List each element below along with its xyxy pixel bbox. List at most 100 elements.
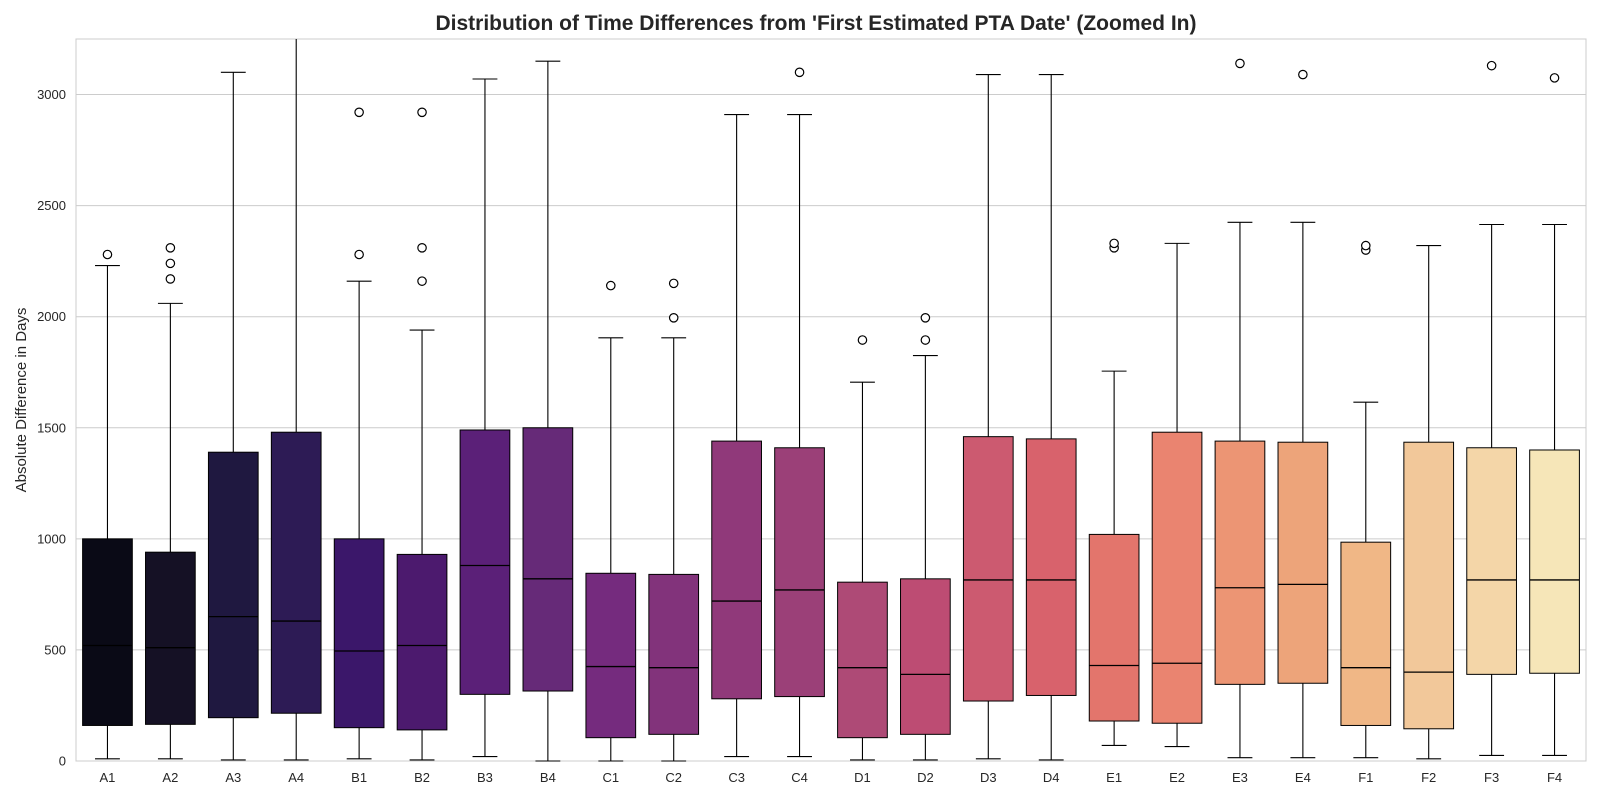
box-A4	[270, 39, 322, 761]
outlier-point	[417, 243, 427, 253]
outlier-point	[668, 313, 679, 323]
iqr-box	[1088, 533, 1140, 722]
box-D3	[962, 73, 1014, 760]
iqr-box	[333, 538, 385, 729]
x-tick-label: D3	[980, 770, 997, 785]
x-tick-label: C3	[728, 770, 745, 785]
box-A3	[207, 71, 259, 761]
x-tick-label: D2	[917, 770, 934, 785]
iqr-box	[648, 573, 700, 735]
y-tick-label: 1500	[37, 420, 66, 435]
outlier-point	[920, 335, 931, 345]
iqr-box	[585, 572, 637, 739]
iqr-box	[270, 431, 322, 714]
x-tick-label: B1	[351, 770, 367, 785]
box-D4	[1025, 73, 1077, 761]
outlier-point	[165, 258, 176, 269]
outlier-point	[1109, 238, 1119, 249]
x-tick-label: F2	[1421, 770, 1436, 785]
x-tick-label: C2	[665, 770, 682, 785]
iqr-box	[82, 538, 133, 726]
y-tick-label: 1000	[37, 531, 66, 546]
outlier-point	[417, 276, 427, 286]
x-tick-label: A3	[225, 770, 241, 785]
outlier-point	[354, 249, 364, 260]
iqr-box	[1529, 449, 1580, 674]
outlier-point	[165, 243, 176, 253]
x-tick-label: E3	[1232, 770, 1248, 785]
box-A2	[145, 243, 196, 760]
y-tick-label: 2500	[37, 198, 66, 213]
iqr-box	[1025, 438, 1077, 696]
iqr-box	[459, 429, 511, 695]
iqr-box	[837, 581, 888, 739]
y-axis-label: Absolute Difference in Days	[13, 308, 30, 493]
iqr-box	[962, 436, 1014, 702]
iqr-box	[145, 551, 196, 725]
box-C1	[585, 280, 637, 762]
outlier-point	[1549, 73, 1560, 83]
plot-frame	[75, 38, 1587, 762]
box-E1	[1088, 238, 1140, 746]
outlier-point	[668, 278, 679, 289]
iqr-box	[1466, 447, 1517, 675]
iqr-box	[1277, 441, 1329, 684]
box-C2	[648, 278, 700, 762]
x-tick-label: A1	[100, 770, 116, 785]
outlier-point	[920, 313, 931, 323]
x-tick-label: B2	[414, 770, 430, 785]
y-tick-label: 3000	[37, 87, 66, 102]
box-F3	[1466, 60, 1517, 756]
x-tick-label: E2	[1169, 770, 1185, 785]
outlier-point	[794, 67, 805, 78]
x-tick-label: B3	[477, 770, 493, 785]
grid-lines	[76, 94, 1586, 762]
x-tick-label: C4	[791, 770, 808, 785]
box-A1	[82, 249, 133, 760]
x-tick-label: F3	[1484, 770, 1499, 785]
outlier-point	[857, 335, 868, 345]
y-tick-label: 2000	[37, 309, 66, 324]
box-B1	[333, 107, 385, 760]
iqr-box	[711, 440, 762, 700]
y-tick-label: 0	[59, 754, 66, 769]
box-series	[82, 39, 1580, 762]
box-B3	[459, 78, 511, 758]
iqr-box	[1340, 541, 1392, 726]
outlier-point	[1298, 69, 1308, 80]
outlier-point	[354, 107, 364, 118]
outlier-point	[417, 107, 427, 118]
iqr-box	[1151, 431, 1203, 724]
outlier-point	[165, 274, 176, 284]
box-D1	[837, 335, 888, 761]
x-tick-label: E4	[1295, 770, 1311, 785]
y-tick-label: 500	[44, 642, 66, 657]
iqr-box	[522, 427, 574, 692]
box-F1	[1340, 240, 1392, 759]
x-tick-label: A4	[288, 770, 304, 785]
outlier-point	[605, 280, 616, 291]
box-E3	[1214, 58, 1266, 759]
x-tick-label: E1	[1106, 770, 1122, 785]
x-axis-ticks: A1 A2 A3 A4 B1 B2 B3 B4 C1 C2 C3 C4 D1 D2 D3 D4 E1 E2 E3 E4…	[100, 770, 1563, 785]
x-tick-label: F4	[1547, 770, 1562, 785]
x-tick-label: D4	[1043, 770, 1060, 785]
iqr-box	[1403, 441, 1455, 730]
x-tick-label: B4	[540, 770, 556, 785]
box-F4	[1529, 73, 1580, 756]
x-tick-label: C1	[602, 770, 619, 785]
box-B4	[522, 60, 574, 762]
outlier-point	[1360, 240, 1371, 251]
x-tick-label: A2	[162, 770, 178, 785]
chart-title: Distribution of Time Differences from 'F…	[435, 12, 1196, 35]
box-D2	[900, 313, 951, 761]
x-tick-label: F1	[1358, 770, 1373, 785]
box-C4	[774, 67, 825, 758]
outlier-point	[1486, 60, 1497, 71]
box-F2	[1403, 245, 1455, 760]
box-C3	[711, 113, 762, 758]
box-B2	[396, 107, 448, 761]
iqr-box	[1214, 440, 1266, 685]
